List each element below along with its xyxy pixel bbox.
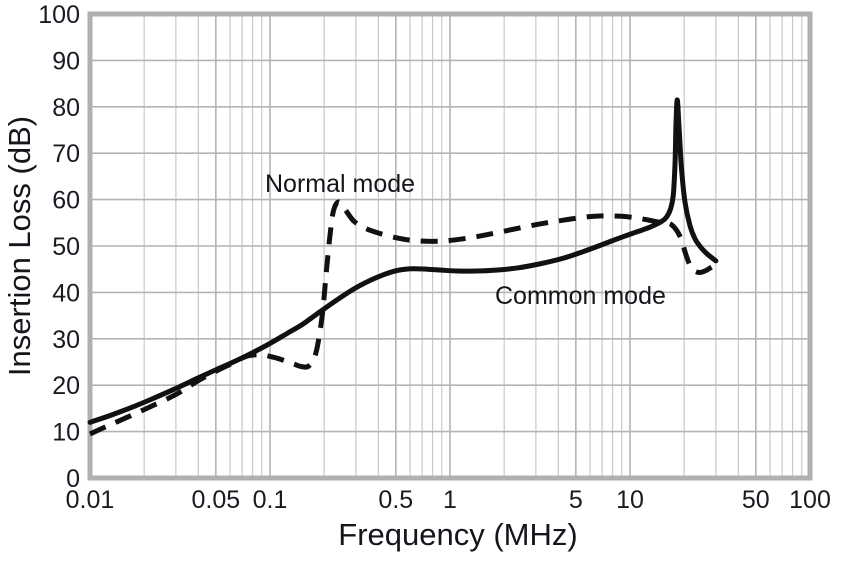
series-annotation-normal-mode: Normal mode (265, 170, 415, 198)
y-axis-title: Insertion Loss (dB) (2, 116, 37, 376)
x-tick-label: 5 (569, 486, 583, 514)
y-tick-label: 70 (52, 140, 80, 168)
x-tick-label: 1 (443, 486, 457, 514)
series-annotation-common-mode: Common mode (495, 282, 666, 310)
x-tick-label: 0.1 (253, 486, 288, 514)
y-tick-label: 80 (52, 94, 80, 122)
series-line-normal-mode (88, 199, 718, 437)
x-tick-label: 10 (616, 486, 644, 514)
x-tick-label: 100 (789, 486, 831, 514)
y-tick-label: 100 (38, 1, 80, 29)
y-tick-label: 30 (52, 326, 80, 354)
y-tick-label: 0 (66, 465, 80, 493)
y-tick-label: 20 (52, 372, 80, 400)
y-tick-label: 60 (52, 187, 80, 215)
x-tick-label: 0.01 (66, 486, 115, 514)
x-tick-label: 0.5 (378, 486, 413, 514)
plot-frame (87, 11, 813, 481)
y-tick-label: 10 (52, 419, 80, 447)
y-tick-label: 40 (52, 279, 80, 307)
y-tick-label: 50 (52, 233, 80, 261)
x-tick-label: 0.05 (191, 486, 240, 514)
x-tick-label: 50 (742, 486, 770, 514)
x-axis-tick-labels: 0.01 0.05 0.1 0.5 1 5 10 50 100 (66, 486, 831, 514)
y-tick-label: 90 (52, 47, 80, 75)
y-axis-tick-labels: 0 10 20 30 40 50 60 70 80 90 100 (38, 1, 80, 493)
x-axis-title: Frequency (MHz) (338, 517, 577, 552)
